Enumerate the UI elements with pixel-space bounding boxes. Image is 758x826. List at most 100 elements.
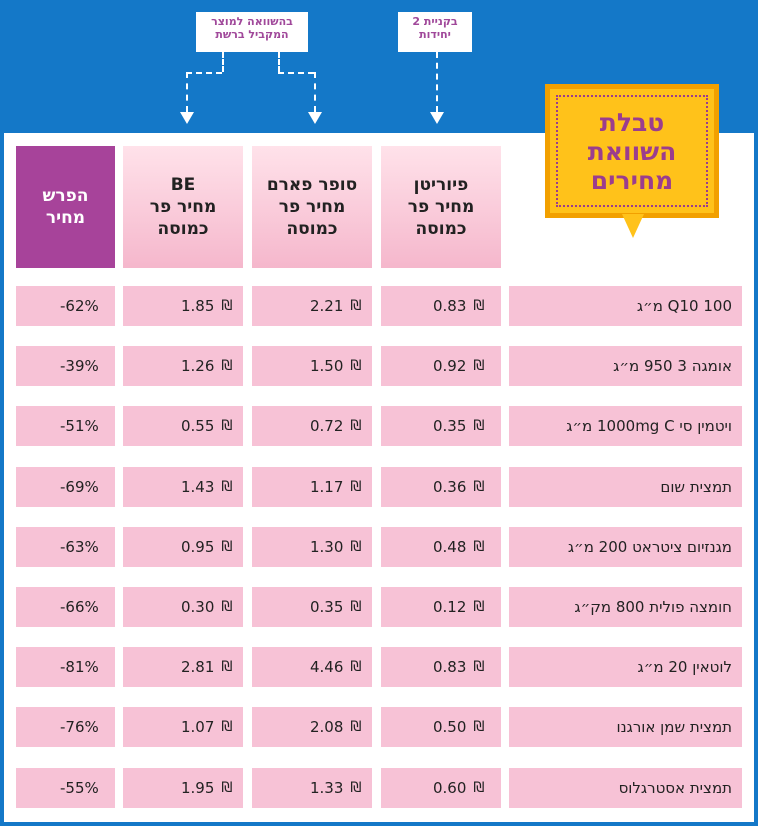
connector-right-stem [278, 52, 280, 72]
page-title: טבלת השוואת מחירים [587, 107, 677, 195]
arrow-down-icon [430, 112, 444, 124]
superpharm-price-cell-value: 1.50 [310, 357, 344, 375]
currency-symbol: ₪ [473, 599, 485, 615]
superpharm-price-cell: 1.17 ₪ [252, 467, 372, 507]
arrow-down-icon [180, 112, 194, 124]
puriten-price-cell: 0.36 ₪ [381, 467, 501, 507]
superpharm-price-cell: 2.08 ₪ [252, 707, 372, 747]
product-name-cell-value: חומצה פולית 800 מק״ג [574, 598, 732, 616]
product-name-cell-value: תמצית שום [660, 478, 732, 496]
currency-symbol: ₪ [350, 659, 362, 675]
currency-symbol: ₪ [350, 780, 362, 796]
price-difference-cell-value: -76% [60, 718, 99, 736]
title-badge-border: טבלת השוואת מחירים [556, 95, 708, 207]
superpharm-price-cell: 2.21 ₪ [252, 286, 372, 326]
product-name-cell: תמצית שמן אורגנו [509, 707, 742, 747]
currency-symbol: ₪ [221, 780, 233, 796]
currency-symbol: ₪ [221, 539, 233, 555]
superpharm-price-cell: 1.50 ₪ [252, 346, 372, 386]
product-name-cell-value: לוטאין 20 מ״ג [637, 658, 732, 676]
superpharm-price-cell: 1.33 ₪ [252, 768, 372, 808]
currency-symbol: ₪ [350, 298, 362, 314]
price-difference-cell-value: -63% [60, 538, 99, 556]
puriten-price-cell-value: 0.12 [433, 598, 467, 616]
price-difference-cell-value: -81% [60, 658, 99, 676]
be-price-cell-value: 1.43 [181, 478, 215, 496]
product-name-cell-value: מגנזיום ציטראט 200 מ״ג [567, 538, 732, 556]
product-name-cell-value: ויטמין סי 1000mg C מ״ג [566, 417, 732, 435]
currency-symbol: ₪ [473, 298, 485, 314]
product-name-cell: אומגה 3 950 מ״ג [509, 346, 742, 386]
superpharm-price-cell-value: 4.46 [310, 658, 344, 676]
puriten-price-cell: 0.60 ₪ [381, 768, 501, 808]
currency-symbol: ₪ [221, 479, 233, 495]
puriten-price-cell-value: 0.92 [433, 357, 467, 375]
superpharm-price-cell-value: 1.17 [310, 478, 344, 496]
puriten-price-cell: 0.48 ₪ [381, 527, 501, 567]
price-difference-cell-value: -51% [60, 417, 99, 435]
currency-symbol: ₪ [473, 780, 485, 796]
be-price-cell: 1.43 ₪ [123, 467, 243, 507]
compare-note: בהשוואה למוצר המקביל ברשת [196, 12, 308, 52]
be-price-cell: 0.95 ₪ [123, 527, 243, 567]
puriten-price-cell-value: 0.60 [433, 779, 467, 797]
superpharm-price-cell-value: 1.33 [310, 779, 344, 797]
connector-left-down [186, 72, 188, 112]
puriten-price-cell: 0.12 ₪ [381, 587, 501, 627]
puriten-price-cell: 0.83 ₪ [381, 647, 501, 687]
puriten-price-cell-value: 0.83 [433, 297, 467, 315]
title-badge-pointer [622, 214, 644, 238]
currency-symbol: ₪ [473, 418, 485, 434]
currency-symbol: ₪ [221, 358, 233, 374]
be-price-cell-value: 2.81 [181, 658, 215, 676]
currency-symbol: ₪ [473, 719, 485, 735]
price-difference-cell-value: -69% [60, 478, 99, 496]
puriten-price-cell-value: 0.36 [433, 478, 467, 496]
superpharm-price-cell-value: 2.08 [310, 718, 344, 736]
price-difference-cell: -51% [16, 406, 115, 446]
currency-symbol: ₪ [221, 418, 233, 434]
currency-symbol: ₪ [350, 418, 362, 434]
puriten-price-cell: 0.35 ₪ [381, 406, 501, 446]
currency-symbol: ₪ [221, 298, 233, 314]
be-price-cell-value: 0.55 [181, 417, 215, 435]
title-badge: טבלת השוואת מחירים [545, 84, 719, 218]
currency-symbol: ₪ [350, 479, 362, 495]
price-difference-cell: -62% [16, 286, 115, 326]
be-price-cell-value: 0.30 [181, 598, 215, 616]
superpharm-price-cell: 1.30 ₪ [252, 527, 372, 567]
connector-purchase-down [436, 52, 438, 112]
be-price-cell-value: 1.26 [181, 357, 215, 375]
puriten-price-cell-value: 0.50 [433, 718, 467, 736]
connector-right-down [314, 72, 316, 112]
be-price-cell-value: 1.85 [181, 297, 215, 315]
be-price-cell: 1.95 ₪ [123, 768, 243, 808]
product-name-cell-value: תמצית אסטרגלוס [618, 779, 732, 797]
puriten-price-cell-value: 0.83 [433, 658, 467, 676]
currency-symbol: ₪ [221, 659, 233, 675]
product-name-cell: 100 Q10 מ״ג [509, 286, 742, 326]
puriten-price-cell: 0.50 ₪ [381, 707, 501, 747]
price-difference-cell: -66% [16, 587, 115, 627]
puriten-price-cell: 0.83 ₪ [381, 286, 501, 326]
currency-symbol: ₪ [221, 719, 233, 735]
price-difference-cell-value: -55% [60, 779, 99, 797]
price-difference-cell-value: -62% [60, 297, 99, 315]
product-name-cell: לוטאין 20 מ״ג [509, 647, 742, 687]
price-difference-cell: -76% [16, 707, 115, 747]
be-price-cell: 1.07 ₪ [123, 707, 243, 747]
puriten-price-cell: 0.92 ₪ [381, 346, 501, 386]
be-price-cell: 0.55 ₪ [123, 406, 243, 446]
be-price-cell-value: 1.07 [181, 718, 215, 736]
product-name-cell: תמצית אסטרגלוס [509, 768, 742, 808]
price-difference-cell: -69% [16, 467, 115, 507]
superpharm-price-cell: 0.35 ₪ [252, 587, 372, 627]
be-price-cell: 1.85 ₪ [123, 286, 243, 326]
connector-right-horizontal [278, 72, 314, 74]
connector-left-horizontal [186, 72, 222, 74]
superpharm-price-cell-value: 1.30 [310, 538, 344, 556]
be-price-cell-value: 1.95 [181, 779, 215, 797]
currency-symbol: ₪ [473, 659, 485, 675]
price-difference-cell: -55% [16, 768, 115, 808]
product-name-cell-value: 100 Q10 מ״ג [636, 297, 732, 315]
